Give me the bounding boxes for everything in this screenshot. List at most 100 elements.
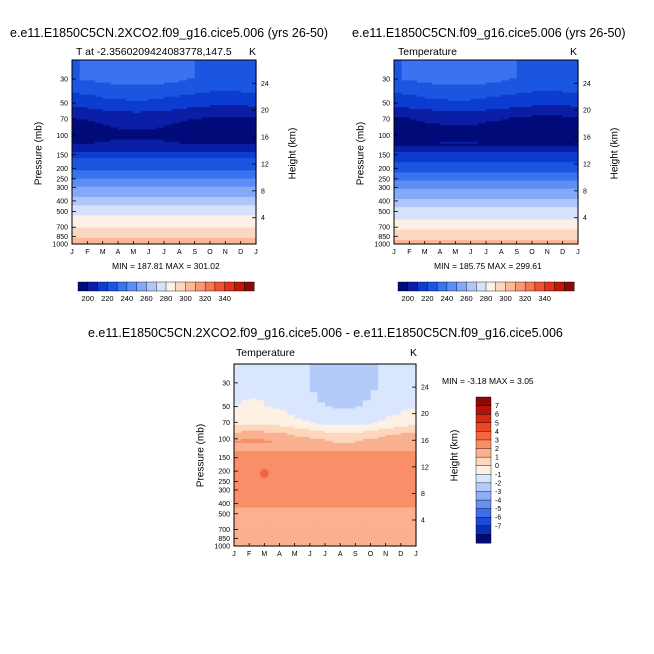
contour-cell bbox=[287, 372, 296, 375]
contour-cell bbox=[72, 170, 81, 173]
contour-cell bbox=[362, 400, 372, 403]
contour-cell bbox=[187, 162, 196, 165]
contour-cell bbox=[470, 129, 479, 133]
contour-cell bbox=[264, 392, 273, 395]
contour-cell bbox=[125, 113, 134, 116]
contour-cell bbox=[210, 135, 219, 139]
contour-cell bbox=[401, 125, 410, 128]
contour-cell bbox=[179, 127, 188, 131]
contour-cell bbox=[79, 107, 88, 110]
x-tick-label: N bbox=[223, 249, 228, 256]
contour-cell bbox=[287, 376, 296, 379]
contour-cell bbox=[171, 80, 180, 83]
contour-cell bbox=[164, 205, 173, 208]
contour-cell bbox=[385, 374, 394, 377]
contour-cell bbox=[309, 394, 318, 397]
contour-cell bbox=[555, 100, 564, 104]
contour-cell bbox=[248, 223, 257, 227]
contour-cell bbox=[463, 127, 472, 131]
contour-cell bbox=[148, 178, 157, 182]
contour-cell bbox=[509, 111, 518, 114]
contour-cell bbox=[401, 194, 410, 198]
contour-cell bbox=[547, 107, 556, 110]
contour-cell bbox=[417, 205, 426, 208]
contour-cell bbox=[486, 84, 495, 88]
contour-cell bbox=[141, 139, 150, 143]
contour-cell bbox=[440, 147, 449, 151]
contour-cell bbox=[248, 74, 257, 77]
contour-cell bbox=[102, 107, 111, 110]
contour-cell bbox=[194, 100, 203, 104]
contour-cell bbox=[72, 117, 81, 120]
contour-cell bbox=[79, 121, 88, 124]
contour-cell bbox=[378, 380, 387, 383]
contour-cell bbox=[141, 62, 150, 65]
y-tick-label: 500 bbox=[378, 209, 390, 216]
contour-cell bbox=[570, 78, 579, 81]
contour-cell bbox=[455, 182, 464, 186]
contour-cell bbox=[233, 207, 242, 210]
contour-cell bbox=[424, 74, 433, 77]
contour-cell bbox=[539, 139, 548, 143]
contour-cell bbox=[501, 127, 510, 131]
contour-cell bbox=[440, 111, 449, 114]
contour-cell bbox=[187, 62, 196, 65]
contour-cell bbox=[370, 400, 379, 403]
contour-cell bbox=[87, 105, 96, 108]
contour-cell bbox=[179, 84, 188, 88]
contour-cell bbox=[233, 209, 242, 212]
contour-cell bbox=[555, 194, 564, 198]
contour-cell bbox=[409, 182, 418, 186]
contour-cell bbox=[95, 229, 104, 233]
contour-cell bbox=[225, 154, 234, 157]
contour-cell bbox=[401, 219, 410, 223]
contour-cell bbox=[332, 402, 341, 405]
contour-cell bbox=[447, 227, 456, 231]
contour-cell bbox=[562, 68, 571, 71]
contour-cell bbox=[493, 158, 502, 161]
contour-cell bbox=[539, 86, 548, 90]
contour-cell bbox=[125, 111, 134, 114]
contour-cell bbox=[317, 388, 326, 391]
contour-cell bbox=[217, 158, 226, 161]
contour-cell bbox=[409, 92, 418, 96]
contour-cell bbox=[394, 237, 403, 241]
contour-cell bbox=[355, 382, 364, 385]
contour-cell bbox=[118, 239, 127, 243]
contour-cell bbox=[486, 219, 495, 223]
contour-cell bbox=[164, 199, 173, 202]
contour-cell bbox=[187, 119, 196, 122]
contour-cell bbox=[347, 368, 356, 371]
contour-cell bbox=[241, 398, 250, 401]
contour-cell bbox=[486, 168, 495, 171]
contour-cell bbox=[470, 74, 479, 77]
contour-cell bbox=[248, 209, 257, 212]
contour-cell bbox=[509, 233, 518, 237]
contour-cell bbox=[171, 233, 180, 237]
contour-cell bbox=[141, 152, 150, 155]
contour-cell bbox=[248, 100, 257, 104]
contour-cell bbox=[171, 131, 180, 135]
contour-cell bbox=[110, 129, 119, 133]
contour-cell bbox=[234, 402, 243, 405]
contour-cell bbox=[486, 129, 495, 133]
contour-cell bbox=[225, 227, 234, 231]
contour-cell bbox=[248, 113, 257, 116]
contour-cell bbox=[424, 160, 433, 163]
contour-cell bbox=[562, 227, 571, 231]
contour-cell bbox=[164, 172, 173, 175]
contour-cell bbox=[148, 162, 157, 165]
contour-cell bbox=[248, 203, 257, 206]
contour-cell bbox=[141, 80, 150, 83]
contour-cell bbox=[478, 192, 487, 196]
contour-cell bbox=[141, 235, 150, 239]
contour-cell bbox=[463, 180, 472, 184]
contour-cell bbox=[87, 121, 96, 124]
contour-cell bbox=[463, 235, 472, 239]
contour-cell bbox=[509, 160, 518, 163]
contour-cell bbox=[164, 123, 173, 126]
contour-cell bbox=[225, 182, 234, 186]
contour-cell bbox=[87, 242, 96, 245]
contour-cell bbox=[570, 117, 579, 120]
contour-cell bbox=[164, 125, 173, 128]
